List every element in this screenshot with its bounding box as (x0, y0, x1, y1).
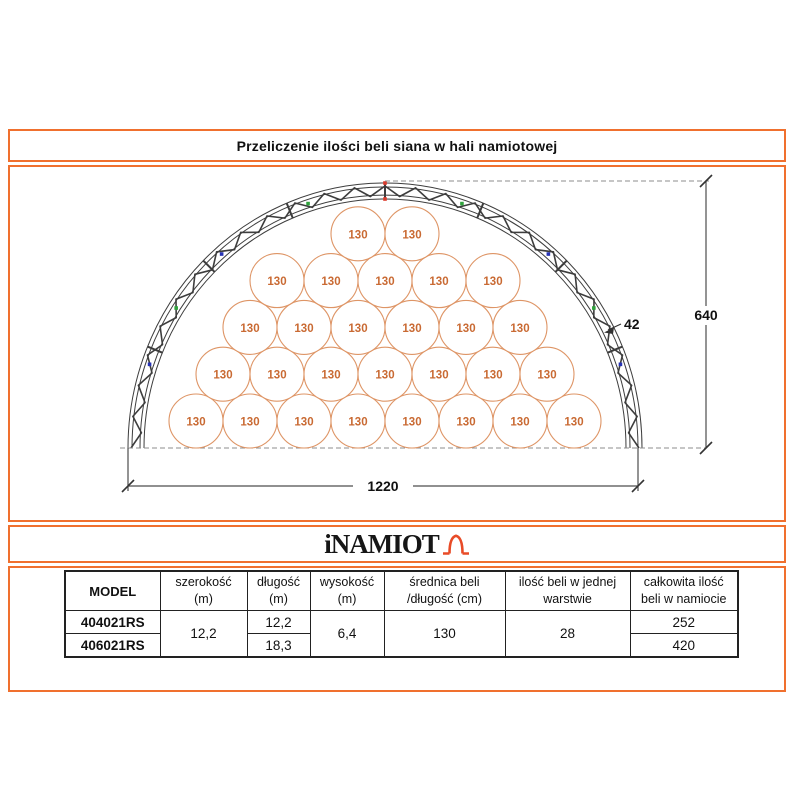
dome-svg: 130 130 130 130 130 130 130 130 130 130 130 130 130 1… (120, 174, 726, 496)
dim-label-bg (353, 477, 413, 496)
bale-circle (519, 346, 575, 402)
bale-circle (546, 393, 602, 449)
height-dimension: 640 (686, 174, 726, 455)
bale-label: 130 (429, 370, 448, 382)
bale-label: 130 (186, 417, 205, 429)
col-header-calkowita: całkowita ilość beli w namiocie (629, 570, 739, 611)
dim-tick (121, 479, 135, 493)
bale-stack: 130 130 130 130 130 130 130 130 130 130 130 130 130 1… (168, 206, 602, 449)
cell-model-2: 406021RS (64, 633, 161, 658)
truss-marker (460, 201, 464, 206)
truss-joint (285, 202, 294, 219)
bale-label: 130 (294, 417, 313, 429)
cell-szerokosc: 12,2 (159, 610, 248, 658)
bale-label: 130 (375, 276, 394, 288)
bale-label: 130 (348, 229, 367, 241)
truss-marker (383, 181, 387, 185)
truss-marker (174, 306, 178, 310)
truss-marker (219, 252, 224, 256)
bale-label: 130 (564, 417, 583, 429)
bale-label: 130 (510, 417, 529, 429)
col-header-ilosc-warstwa: ilość beli w jednej warstwie (504, 570, 631, 611)
bale-circle (384, 206, 440, 262)
bale-label: 130 (402, 417, 421, 429)
logo-text: iNAMIOT (324, 528, 439, 559)
bale-circle (492, 299, 548, 355)
dim-label-bg (686, 306, 726, 325)
truss-marker (592, 306, 596, 310)
leader-arrow (604, 327, 614, 334)
tent-icon (442, 534, 469, 555)
bale-circle (465, 253, 521, 309)
bale-label: 130 (267, 370, 286, 382)
bale-label: 130 (483, 276, 502, 288)
bale-label: 130 (267, 276, 286, 288)
col-header-wysokosc: wysokość (m) (309, 570, 385, 611)
bale-label: 130 (537, 370, 556, 382)
dim-tick (631, 479, 645, 493)
bale-label: 130 (456, 323, 475, 335)
col-header-szerokosc: szerokość (m) (159, 570, 248, 611)
page-title: Przeliczenie ilości beli siana w hali na… (236, 137, 558, 154)
truss-depth-label: 42 (624, 316, 640, 332)
bale-label: 130 (510, 323, 529, 335)
truss-joint (476, 202, 485, 219)
col-header-srednica: średnica beli/długość (cm) (383, 570, 506, 611)
title-bar: Przeliczenie ilości beli siana w hali na… (8, 129, 786, 162)
bale-label: 130 (348, 417, 367, 429)
bale-label: 130 (375, 370, 394, 382)
bale-label: 130 (240, 417, 259, 429)
cell-dlugosc-2: 18,3 (246, 633, 311, 658)
truss-markers (147, 181, 623, 367)
cell-calkowita-2: 420 (629, 633, 739, 658)
truss-joint (147, 345, 163, 354)
bale-label: 130 (294, 323, 313, 335)
bale-label: 130 (240, 323, 259, 335)
bale-label: 130 (402, 323, 421, 335)
dim-height-label: 640 (694, 307, 718, 323)
bale-label: 130 (483, 370, 502, 382)
bale-label: 130 (348, 323, 367, 335)
cell-srednica: 130 (383, 610, 506, 658)
bale-label: 130 (456, 417, 475, 429)
leader-line (607, 323, 622, 331)
col-header-model: MODEL (64, 570, 161, 611)
table-row: 404021RS 12,2 12,2 6,4 130 28 252 (64, 610, 739, 658)
truss-marker (618, 362, 623, 367)
truss-marker (546, 252, 551, 256)
logo: iNAMIOT (8, 525, 786, 563)
col-header-dlugosc: długość (m) (246, 570, 311, 611)
truss-joint (202, 259, 216, 273)
bale-label: 130 (321, 370, 340, 382)
truss-marker (383, 197, 387, 201)
bale-label: 130 (402, 229, 421, 241)
table-row: 406021RS 18,3 420 (64, 633, 739, 658)
truss-depth-annotation: 42 (604, 316, 640, 334)
header-row: MODEL szerokość (m) długość (m) wysokość (m… (64, 570, 739, 611)
cell-calkowita-1: 252 (629, 610, 739, 634)
dim-tick (699, 441, 713, 455)
width-dimension: 1220 (121, 448, 645, 496)
cell-dlugosc-1: 12,2 (246, 610, 311, 634)
cell-wysokosc: 6,4 (309, 610, 385, 658)
dim-tick (699, 174, 713, 188)
truss-marker (306, 201, 310, 206)
dome-diagram: 130 130 130 130 130 130 130 130 130 130 130 130 130 1… (9, 157, 791, 520)
dim-width-label: 1220 (367, 478, 398, 494)
spec-table: MODEL szerokość (m) długość (m) wysokość (m… (64, 570, 739, 658)
cell-ilosc-warstwa: 28 (504, 610, 631, 658)
cell-model-1: 404021RS (64, 610, 161, 634)
table-frame: MODEL szerokość (m) długość (m) wysokość (m… (8, 566, 786, 692)
bale-label: 130 (429, 276, 448, 288)
truss-marker (147, 362, 152, 367)
tent-icon-path (442, 534, 469, 555)
truss-joint (554, 259, 568, 273)
truss-joint (607, 345, 623, 354)
bale-label: 130 (321, 276, 340, 288)
bale-label: 130 (213, 370, 232, 382)
